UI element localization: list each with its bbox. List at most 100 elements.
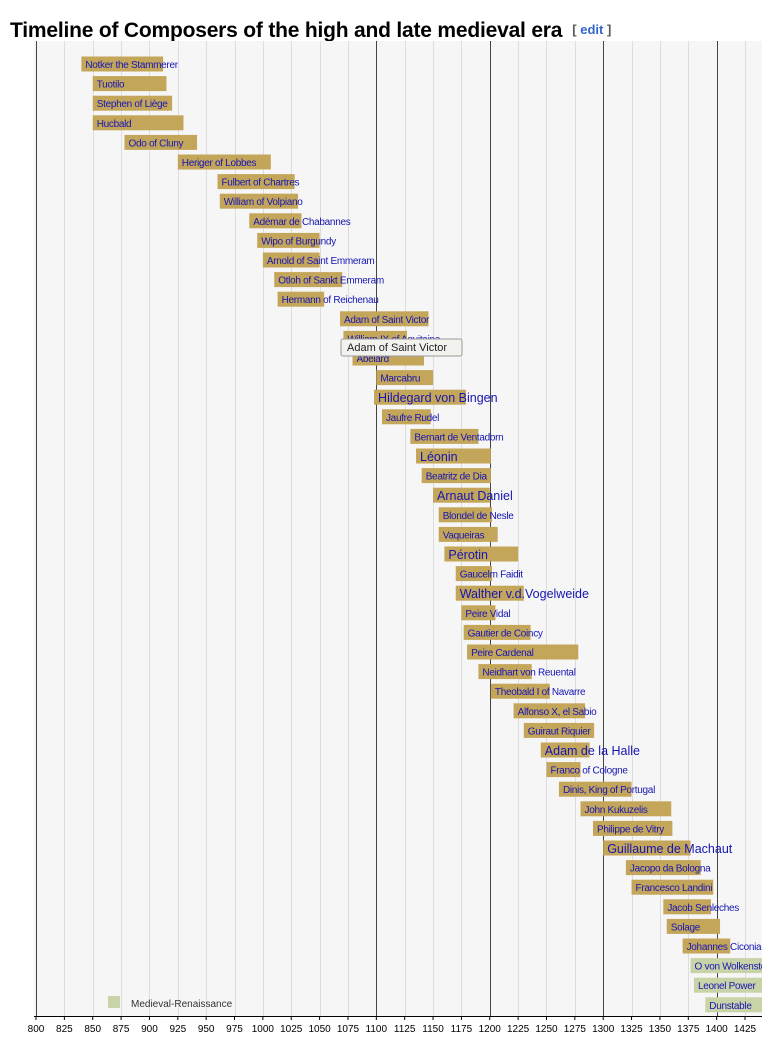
composer-bar xyxy=(217,174,295,190)
composer-label: Francesco Landini xyxy=(636,883,713,894)
x-tick-label: 925 xyxy=(169,1024,186,1035)
legend-swatch xyxy=(108,996,120,1008)
composer-bar xyxy=(92,95,173,111)
composer-bar xyxy=(592,820,673,836)
composer-bar xyxy=(690,958,762,974)
composer-label: Notker the Stammerer xyxy=(85,60,178,71)
x-tick-label: 1175 xyxy=(451,1024,473,1035)
composer-label: Tuotilo xyxy=(97,80,125,91)
x-axis-ticks: 800 825 850 875 900 925 950 975 1000 1025 1050 1075… xyxy=(28,1016,757,1035)
composer-label: Pérotin xyxy=(448,548,488,562)
composer-label: Adam de la Halle xyxy=(545,744,640,758)
composer-label: O von Wolkenstein xyxy=(695,962,771,973)
composer-label: Hildegard von Bingen xyxy=(378,391,498,405)
composer-label: Bernart de Ventadorn xyxy=(414,432,503,443)
composer-bar xyxy=(340,311,429,327)
composer-bar xyxy=(416,448,491,464)
composer-bar xyxy=(274,272,343,288)
composer-bar xyxy=(490,683,550,699)
composer-label: Marcabru xyxy=(380,374,420,385)
composer-bar xyxy=(558,781,632,797)
page-title: Timeline of Composers of the high and la… xyxy=(10,19,563,42)
edit-section: [ edit ] xyxy=(572,22,611,37)
composer-bar xyxy=(523,722,595,738)
edit-bracket-open: [ xyxy=(572,22,577,37)
composer-bar xyxy=(381,409,431,425)
composer-label: Philippe de Vitry xyxy=(597,824,664,835)
composer-bar xyxy=(513,703,586,719)
composer-label: Gaucelm Faidit xyxy=(460,570,524,581)
edit-link[interactable]: edit xyxy=(580,22,604,37)
composer-bar xyxy=(92,76,167,92)
composer-label: Leonel Power xyxy=(698,981,757,992)
x-tick-label: 1150 xyxy=(422,1024,444,1035)
composer-label: Jacob Senleches xyxy=(667,903,739,914)
composer-label: Guiraut Riquier xyxy=(528,726,592,737)
composer-bar xyxy=(625,860,701,876)
composer-bar xyxy=(277,291,325,307)
composer-bar xyxy=(374,389,466,405)
x-tick-label: 1425 xyxy=(734,1024,757,1035)
tooltip-box xyxy=(340,338,463,357)
composer-bar xyxy=(124,134,198,150)
composer-label: Blondel de Nesle xyxy=(443,511,515,522)
legend-label: Medieval-Renaissance xyxy=(131,999,233,1010)
composer-bar xyxy=(478,664,532,680)
x-tick-label: 800 xyxy=(28,1024,45,1035)
composer-bar xyxy=(666,918,721,934)
composer-bar xyxy=(540,742,590,758)
composer-bar xyxy=(461,605,496,621)
composer-label: Dunstable xyxy=(709,1001,752,1012)
composer-label: Stephen of Liège xyxy=(97,99,169,110)
x-tick-label: 1275 xyxy=(564,1024,587,1035)
composer-label: Peire Vidal xyxy=(465,609,510,620)
tooltip-text: Adam of Saint Victor xyxy=(347,342,447,354)
composer-label: Arnaut Daniel xyxy=(437,489,513,503)
composer-label: Arnold of Saint Emmeram xyxy=(267,256,375,267)
composer-label: Adam of Saint Victor xyxy=(344,315,430,326)
composer-label: Hermann of Reichenau xyxy=(282,295,379,306)
x-tick-label: 1100 xyxy=(366,1024,388,1035)
composer-bar xyxy=(410,428,479,444)
composer-label: Theobald I of Navarre xyxy=(495,687,586,698)
composer-bar xyxy=(580,801,672,817)
composer-label: Adémar de Chabannes xyxy=(253,217,350,228)
composer-bar xyxy=(693,977,762,993)
legend: Medieval-Renaissance xyxy=(108,996,233,1010)
composer-bar xyxy=(257,232,320,248)
composer-bar xyxy=(631,879,714,895)
composer-bar xyxy=(663,899,711,915)
x-tick-label: 1300 xyxy=(592,1024,615,1035)
x-tick-label: 975 xyxy=(226,1024,243,1035)
composer-label: Walther v.d.Vogelweide xyxy=(460,587,589,601)
x-tick-label: 1400 xyxy=(706,1024,729,1035)
composer-bar xyxy=(219,193,299,209)
composer-bar xyxy=(463,624,531,640)
composer-label: William of Volpiano xyxy=(224,197,304,208)
composer-label: Beatritz de Dia xyxy=(426,472,488,483)
composer-label: Léonin xyxy=(420,450,458,464)
x-tick-label: 900 xyxy=(141,1024,158,1035)
composer-label: Franco of Cologne xyxy=(550,766,628,777)
composer-bar xyxy=(438,507,493,523)
composer-bar xyxy=(421,468,491,484)
hover-tooltip: Adam of Saint Victor xyxy=(340,338,463,357)
composer-bar xyxy=(682,938,731,954)
composer-label: Solage xyxy=(671,922,701,933)
x-tick-label: 1350 xyxy=(649,1024,672,1035)
composer-bar xyxy=(455,585,524,601)
composer-bar xyxy=(376,370,434,386)
x-tick-label: 1200 xyxy=(479,1024,502,1035)
composer-bar xyxy=(92,115,184,131)
composer-bar xyxy=(433,487,490,503)
composer-label: Abélard xyxy=(356,354,388,365)
composer-label: Fulbert of Chartres xyxy=(222,178,300,189)
composer-bar xyxy=(438,526,498,542)
x-tick-label: 1050 xyxy=(308,1024,331,1035)
x-tick-label: 1250 xyxy=(535,1024,558,1035)
composer-bar xyxy=(705,997,762,1013)
x-tick-label: 850 xyxy=(84,1024,101,1035)
x-tick-label: 1025 xyxy=(280,1024,303,1035)
composer-label: Neidhart von Reuental xyxy=(482,668,575,679)
